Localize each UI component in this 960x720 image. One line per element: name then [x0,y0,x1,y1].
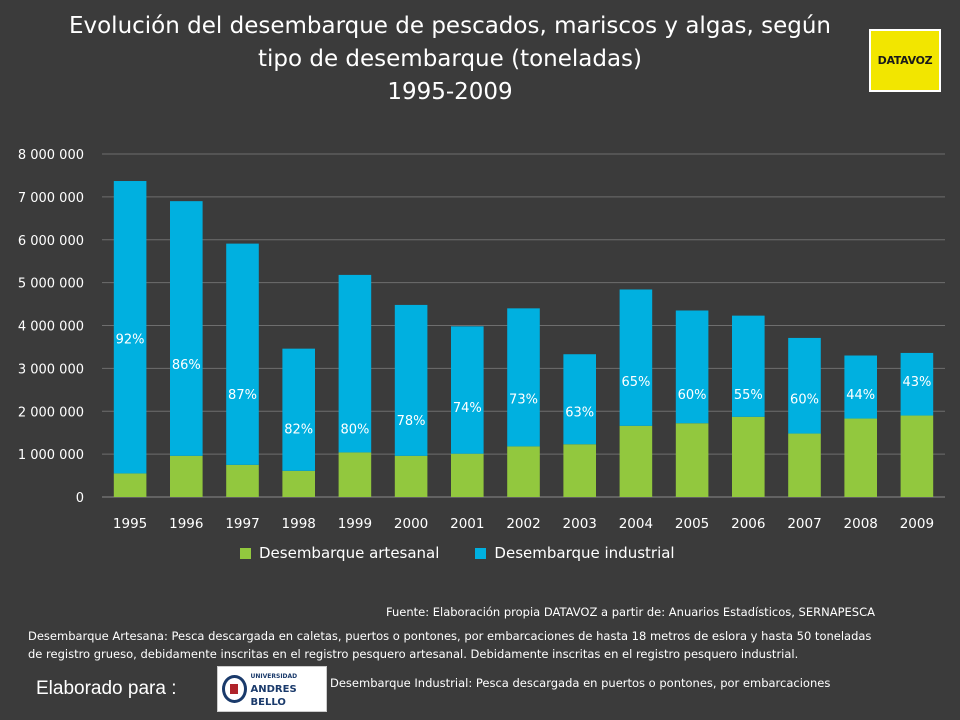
bar-industrial [788,337,821,434]
data-label: 63% [565,405,594,420]
bar-industrial [338,274,372,453]
bar-artesanal [282,470,315,497]
chart-legend: Desembarque artesanal Desembarque indust… [240,544,675,562]
bar-industrial [226,243,259,465]
y-tick-label: 2 000 000 [18,405,84,420]
data-label: 74% [453,401,482,416]
chart-title: Evolución del desembarque de pescados, m… [20,10,880,109]
data-label: 43% [902,375,931,390]
data-label: 78% [397,414,426,429]
bar-artesanal [507,446,540,497]
x-tick-label: 2002 [506,516,540,532]
bar-industrial [675,310,709,424]
bar-artesanal [788,433,821,497]
bar-industrial [563,354,596,445]
legend-swatch-industrial [475,547,487,559]
source-note: Fuente: Elaboración propia DATAVOZ a par… [386,605,875,619]
bar-artesanal [451,453,484,497]
bar-artesanal [170,455,203,497]
x-tick-label: 2005 [675,516,709,532]
data-label: 92% [116,332,145,347]
title-line-1: Evolución del desembarque de pescados, m… [68,13,832,39]
bar-industrial [394,304,428,456]
bar-industrial [170,201,203,456]
made-for-label: Elaborado para : [36,678,177,699]
y-tick-label: 7 000 000 [18,191,84,206]
legend-item-industrial: Desembarque industrial [475,544,675,562]
bar-industrial [619,289,653,426]
y-tick-label: 4 000 000 [18,320,84,335]
x-tick-label: 1999 [338,516,372,532]
legend-swatch-artesanal [240,547,251,559]
university-logo: UNIVERSIDAD ANDRES BELLO [217,666,327,712]
university-emblem-icon [222,675,247,703]
artesanal-definition-line-2: de registro grueso, debidamente inscrita… [28,647,799,661]
datavoz-logo: DATAVOZ [869,29,941,92]
y-tick-label: 8 000 000 [18,148,84,163]
data-label: 65% [621,375,650,390]
industrial-definition: Desembarque Industrial: Pesca descargada… [330,676,831,690]
artesanal-definition-line-1: Desembarque Artesana: Pesca descargada e… [28,629,872,643]
legend-label-artesanal: Desembarque artesanal [259,544,440,562]
bar-artesanal [338,452,372,497]
x-tick-label: 2000 [394,516,428,532]
y-tick-label: 6 000 000 [18,234,84,249]
title-line-2: tipo de desembarque (toneladas) [257,46,643,72]
bar-industrial [451,326,484,454]
data-label: 73% [509,392,538,407]
bar-industrial [844,355,877,419]
legend-label-industrial: Desembarque industrial [494,544,675,562]
data-label: 55% [734,388,763,403]
bar-industrial [732,315,765,417]
bar-artesanal [619,425,653,497]
title-line-3: 1995-2009 [387,79,513,105]
bar-artesanal [563,444,596,497]
x-tick-label: 2009 [900,516,934,532]
data-label: 60% [790,392,819,407]
x-tick-label: 2004 [619,516,653,532]
bar-chart: 0 1 000 000 2 000 000 3 000 000 4 000 000 5 0… [18,148,945,532]
bar-artesanal [394,455,428,497]
x-tick-label: 2003 [563,516,597,532]
data-label: 44% [846,388,875,403]
x-tick-label: 1997 [225,516,259,532]
x-tick-label: 2006 [731,516,765,532]
x-tick-label: 1998 [282,516,316,532]
data-label: 82% [284,422,313,437]
data-label: 60% [678,388,707,403]
data-label: 87% [228,388,257,403]
bar-industrial [507,308,540,447]
bar-industrial [900,352,934,416]
x-tick-label: 2007 [787,516,821,532]
legend-item-artesanal: Desembarque artesanal [240,544,439,562]
bar-artesanal [226,464,259,497]
x-tick-label: 2001 [450,516,484,532]
data-label: 80% [340,422,369,437]
university-logo-name: ANDRES BELLO [250,683,297,708]
bar-industrial [113,181,147,474]
datavoz-logo-text: DATAVOZ [877,54,933,67]
y-tick-label: 5 000 000 [18,277,84,292]
artesanal-definition: Desembarque Artesana: Pesca descargada e… [28,627,958,663]
x-tick-label: 1995 [113,516,147,532]
x-tick-label: 1996 [169,516,203,532]
bar-artesanal [732,416,765,497]
data-label: 86% [172,358,201,373]
university-logo-small-text: UNIVERSIDAD [250,672,298,680]
x-tick-label: 2008 [844,516,878,532]
y-tick-label: 3 000 000 [18,362,84,377]
bar-artesanal [113,473,147,497]
y-tick-label: 1 000 000 [18,448,84,463]
bar-artesanal [675,423,709,497]
bar-industrial [282,348,315,471]
bar-artesanal [900,415,934,497]
y-tick-label: 0 [76,491,84,506]
bar-artesanal [844,418,877,497]
